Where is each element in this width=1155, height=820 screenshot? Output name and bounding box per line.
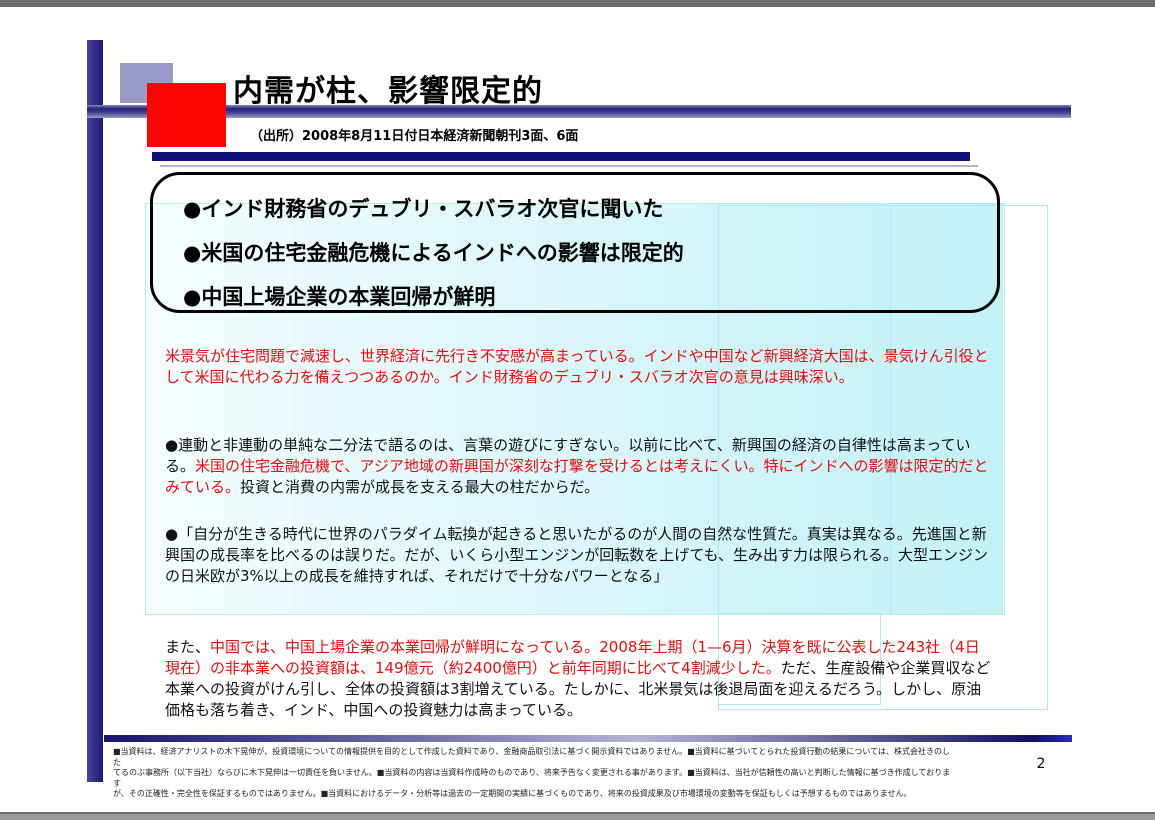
callout-bullet: ●米国の住宅金融危機によるインドへの影響は限定的 bbox=[183, 241, 684, 265]
callout-bullet: ●中国上場企業の本業回帰が鮮明 bbox=[183, 285, 496, 309]
paragraph-text-black: また、 bbox=[165, 638, 211, 656]
paragraph-text-black: ●「自分が生きる時代に世界のパラダイム転換が起きると思いたがるのが人間の自然な性… bbox=[165, 525, 989, 585]
key-points-callout-box: ●インド財務省のデュブリ・スバラオ次官に聞いた ●米国の住宅金融危機によるインド… bbox=[150, 172, 1000, 313]
paragraph-text-red: 米景気が住宅問題で減速し、世界経済に先行き不安感が高まっている。インドや中国など… bbox=[165, 347, 989, 386]
body-paragraph-3: ●「自分が生きる時代に世界のパラダイム転換が起きると思いたがるのが人間の自然な性… bbox=[165, 524, 993, 587]
faint-outline-rect bbox=[718, 205, 1048, 710]
disclaimer-text: ■当資料は、経済アナリストの木下晃伸が、投資環境についての情報提供を目的として作… bbox=[113, 747, 951, 800]
page-title: 内需が柱、影響限定的 bbox=[233, 74, 543, 109]
body-paragraph-2: ●連動と非連動の単純な二分法で語るのは、言葉の遊びにすぎない。以前に比べて、新興… bbox=[165, 435, 993, 498]
header-rule-bar bbox=[87, 105, 1071, 118]
callout-bullet: ●インド財務省のデュブリ・スバラオ次官に聞いた bbox=[183, 197, 664, 221]
disclaimer-line: が、その正確性・完全性を保証するものではありません。■当資料におけるデータ・分析… bbox=[113, 789, 912, 798]
paragraph-text-red: 米国の住宅金融危機で、アジア地域の新興国が深刻な打撃を受けるとは考えにくい。特に… bbox=[165, 457, 989, 496]
viewer-bottom-strip bbox=[0, 812, 1155, 820]
paragraph-text-red: 中国では、中国上場企業の本業回帰が鮮明になっている。2008年上期（1—6月）決… bbox=[165, 638, 980, 677]
source-rule-bar bbox=[152, 152, 970, 161]
paragraph-text-black: ●連動と非連動の単純な二分法で語るのは、言葉の遊びにすぎない。以前に比べて、新興… bbox=[165, 436, 971, 475]
paragraph-text-black: ただ、生産設備や企業買収など本業への投資がけん引し、全体の投資額は3割増えている… bbox=[165, 659, 991, 719]
left-accent-bar bbox=[87, 40, 103, 782]
viewer-top-strip bbox=[0, 0, 1155, 7]
paragraph-text-black: 投資と消費の内需が成長を支える最大の柱だからだ。 bbox=[240, 478, 600, 496]
disclaimer-line: てるのぶ事務所（以下当社）ならびに木下晃伸は一切責任を負いません。■当資料の内容… bbox=[113, 768, 951, 788]
body-paragraph-4: また、中国では、中国上場企業の本業回帰が鮮明になっている。2008年上期（1—6… bbox=[165, 637, 993, 721]
source-citation: （出所）2008年8月11日付日本経済新聞朝刊3面、6面 bbox=[250, 129, 579, 144]
red-accent-square bbox=[147, 83, 226, 147]
disclaimer-line: ■当資料は、経済アナリストの木下晃伸が、投資環境についての情報提供を目的として作… bbox=[113, 747, 951, 767]
source-rule-shadow bbox=[160, 165, 978, 167]
page-number: 2 bbox=[1036, 756, 1046, 772]
faint-outline-rect bbox=[718, 613, 881, 705]
footer-rule-bar bbox=[104, 735, 1072, 742]
cyan-background-panel bbox=[145, 203, 1003, 615]
faint-outline-rect bbox=[890, 203, 1005, 615]
body-paragraph-1: 米景気が住宅問題で減速し、世界経済に先行き不安感が高まっている。インドや中国など… bbox=[165, 346, 993, 388]
